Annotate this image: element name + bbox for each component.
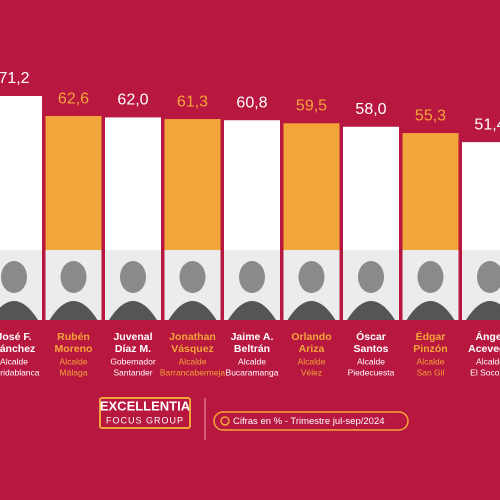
person-role: Alcalde: [0, 356, 28, 366]
person-role: Gobernador: [110, 356, 156, 366]
value-label: 62,0: [117, 92, 148, 109]
photo-body: [228, 301, 276, 320]
person-place: Bucaramanga: [226, 367, 279, 377]
photo-body: [406, 301, 455, 320]
photo: [402, 250, 459, 320]
person-name: Juvenal: [113, 331, 152, 343]
value-label: 58,0: [355, 101, 386, 118]
person-name: Santos: [353, 343, 388, 355]
person-name: Pinzón: [413, 343, 447, 355]
person-name: Vásquez: [171, 343, 214, 355]
photo: [283, 250, 340, 320]
person-place: Vélez: [301, 367, 322, 377]
photo-head: [120, 261, 146, 293]
value-label: 59,5: [296, 97, 327, 114]
photo: [45, 250, 102, 320]
logo: EXCELLENTIA FOCUS GROUP: [99, 397, 191, 429]
person-name: Orlando: [291, 331, 331, 343]
person-role: Alcalde: [357, 356, 385, 366]
photo-body: [347, 301, 395, 320]
photo: [343, 250, 399, 320]
person-name: Acevedo: [468, 343, 500, 355]
person-name: Jaime A.: [231, 331, 274, 343]
person-place: El Socorro: [470, 367, 500, 377]
photo-head: [358, 261, 384, 293]
person-role: Alcalde: [238, 356, 266, 366]
person-place: Floridablanca: [0, 367, 40, 377]
value-label: 60,8: [236, 94, 267, 111]
person-name: Moreno: [55, 343, 93, 355]
photo: [105, 250, 161, 320]
person-role: Alcalde: [298, 356, 326, 366]
photo-head: [477, 261, 500, 293]
person-name: Édgar: [416, 330, 446, 343]
value-label: 62,6: [58, 90, 89, 107]
person-role: Alcalde: [417, 356, 445, 366]
value-label: 51,4: [474, 116, 500, 133]
photo: [462, 250, 500, 320]
photo-body: [109, 301, 157, 320]
person-name: Rubén: [57, 331, 90, 343]
person-role: Alcalde: [179, 356, 207, 366]
note-icon: [220, 416, 230, 426]
photo: [224, 250, 280, 320]
person-name: Sánchez: [0, 343, 35, 355]
value-label: 61,3: [177, 93, 208, 110]
person-name: Beltrán: [234, 343, 270, 355]
person-name: Ángel: [475, 330, 500, 343]
person-role: Alcalde: [476, 356, 500, 366]
person-name: Ariza: [299, 343, 325, 355]
note-pill: [213, 411, 409, 431]
person-name: Óscar: [356, 330, 386, 343]
person-name: José F.: [0, 331, 32, 343]
photo-head: [417, 261, 444, 293]
person-name: Jonathan: [169, 331, 216, 343]
person-place: Málaga: [60, 367, 88, 377]
photo-head: [1, 261, 27, 293]
photo-body: [168, 301, 217, 320]
photo-head: [179, 261, 206, 293]
value-label: 55,3: [415, 107, 446, 124]
person-role: Alcalde: [60, 356, 88, 366]
person-name: Díaz M.: [115, 343, 151, 355]
photo-body: [466, 301, 500, 320]
photo-head: [239, 261, 265, 293]
photo-body: [287, 301, 336, 320]
person-place: Barrancabermeja: [160, 367, 225, 377]
photo: [164, 250, 221, 320]
person-place: Santander: [113, 367, 152, 377]
photo-head: [60, 261, 87, 293]
logo-title: EXCELLENTIA: [100, 398, 191, 413]
photo: [0, 250, 42, 320]
person-place: Piedecuesta: [348, 367, 395, 377]
logo-frame: [99, 397, 191, 429]
logo-subtitle: FOCUS GROUP: [106, 415, 184, 425]
photo-head: [298, 261, 325, 293]
person-place: San Gil: [417, 367, 445, 377]
value-label: 71,2: [0, 70, 30, 87]
photo-body: [0, 301, 38, 320]
photo-body: [49, 301, 98, 320]
note: Cifras en % - Trimestre jul-sep/2024: [233, 416, 385, 427]
